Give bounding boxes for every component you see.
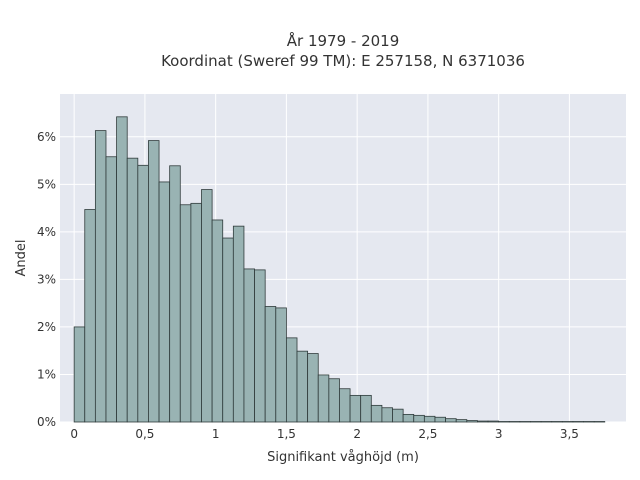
histogram-bar (285, 337, 298, 423)
x-tick-label: 1 (212, 427, 220, 441)
x-tick-label: 2,5 (418, 427, 437, 441)
histogram-bar (201, 189, 213, 423)
histogram-bar (423, 415, 436, 423)
histogram-bar (572, 421, 584, 423)
histogram-bar (317, 374, 330, 423)
histogram-bar (190, 202, 202, 423)
histogram-bar (137, 164, 149, 423)
histogram-bar (307, 353, 319, 423)
y-axis-title: Andel (14, 240, 29, 277)
histogram-bar (413, 414, 425, 423)
histogram-bar (116, 116, 128, 423)
histogram-bar (583, 421, 595, 423)
x-tick-label: 3 (495, 427, 503, 441)
histogram-bar (519, 421, 531, 423)
histogram-bar (498, 421, 510, 423)
y-tick-label: 2% (37, 320, 56, 334)
x-tick-label: 0 (70, 427, 78, 441)
histogram-bar (360, 394, 372, 423)
x-tick-label: 1,5 (277, 427, 296, 441)
histogram-bar (381, 407, 393, 423)
chart-title-line-1: År 1979 - 2019 (287, 31, 400, 50)
histogram-bar (73, 326, 86, 423)
bars (73, 116, 606, 423)
histogram-bar (296, 350, 309, 423)
histogram-bar (477, 420, 489, 423)
histogram-bar (148, 140, 160, 423)
histogram-bar (158, 181, 171, 423)
histogram-bar (402, 413, 415, 423)
histogram-bar (264, 306, 277, 423)
histogram-bar (243, 268, 255, 423)
histogram-bar (593, 421, 606, 423)
histogram-bar (254, 269, 266, 423)
histogram-bar (392, 408, 404, 423)
x-axis-ticks: 0 0,5 1 1,5 2 2,5 3 3,5 (70, 427, 579, 441)
y-tick-label: 0% (37, 415, 56, 429)
chart-title-line-2: Koordinat (Sweref 99 TM): E 257158, N 63… (161, 52, 525, 70)
histogram-bar (349, 394, 362, 423)
x-axis-title: Signifikant våghöjd (m) (267, 450, 419, 465)
histogram-bar (328, 378, 340, 423)
histogram-bar (339, 388, 351, 423)
y-tick-label: 6% (37, 130, 56, 144)
histogram-bar (275, 307, 287, 423)
y-tick-label: 5% (37, 177, 56, 191)
histogram-bar (232, 225, 245, 423)
histogram-bar (530, 421, 542, 423)
histogram-bar (487, 420, 500, 423)
histogram-bar (551, 421, 563, 423)
histogram-bar (84, 209, 96, 423)
histogram-bar (455, 419, 468, 423)
histogram-bar (466, 420, 478, 423)
histogram-bar (561, 421, 574, 423)
histogram-bar (540, 421, 553, 423)
histogram-bar (105, 156, 118, 423)
histogram-bar (126, 157, 139, 423)
x-tick-label: 2 (353, 427, 361, 441)
y-tick-label: 3% (37, 272, 56, 286)
histogram-bar (445, 418, 457, 423)
histogram-bar (179, 204, 192, 423)
histogram-bar (169, 165, 181, 423)
histogram-bar (222, 237, 234, 423)
histogram-bar (211, 219, 224, 423)
y-tick-label: 4% (37, 225, 56, 239)
y-tick-label: 1% (37, 367, 56, 381)
histogram-bar (370, 404, 383, 423)
y-axis-ticks: 0% 1% 2% 3% 4% 5% 6% (37, 130, 56, 429)
histogram-bar (508, 421, 521, 423)
x-tick-label: 0,5 (135, 427, 154, 441)
histogram-bar (434, 416, 446, 423)
histogram-bar (94, 130, 107, 423)
x-tick-label: 3,5 (560, 427, 579, 441)
